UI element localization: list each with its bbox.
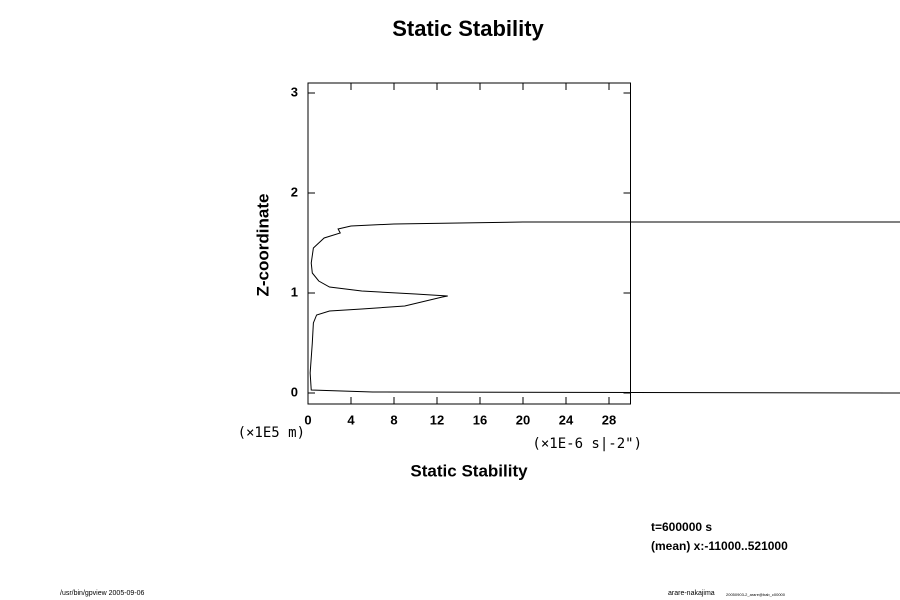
x-tick-label: 24 xyxy=(559,412,574,427)
profile-line xyxy=(309,221,900,394)
x-tick-label: 8 xyxy=(390,412,397,427)
x-tick-label: 12 xyxy=(430,412,444,427)
x-tick-label: 0 xyxy=(304,412,311,427)
y-tick-label: 2 xyxy=(291,184,298,199)
footer: /usr/bin/gpview 2005-09-06 xyxy=(60,590,145,597)
annotation: t=600000 s xyxy=(651,520,712,534)
x-tick-label: 16 xyxy=(473,412,487,427)
y-axis-label: Z-coordinate xyxy=(253,194,272,297)
y-tick-label: 0 xyxy=(291,384,298,399)
x-tick-label: 4 xyxy=(347,412,355,427)
x-tick-label: 28 xyxy=(602,412,616,427)
footer: arare-nakajima xyxy=(668,590,715,597)
annotation: (mean) x:-11000..521000 xyxy=(651,539,788,553)
chart-title: Static Stability xyxy=(392,16,544,41)
plot-frame xyxy=(307,82,631,405)
y-tick-label: 1 xyxy=(291,284,298,299)
x-axis-label: Static Stability xyxy=(410,461,528,480)
y-tick-label: 3 xyxy=(291,84,298,99)
x-tick-label: 20 xyxy=(516,412,530,427)
y-units: (×1E5 m) xyxy=(238,425,305,441)
footer: 20050903-2_arare@bab_c00000 xyxy=(726,592,786,597)
x-units: (×1E-6 s|-2") xyxy=(532,436,642,452)
